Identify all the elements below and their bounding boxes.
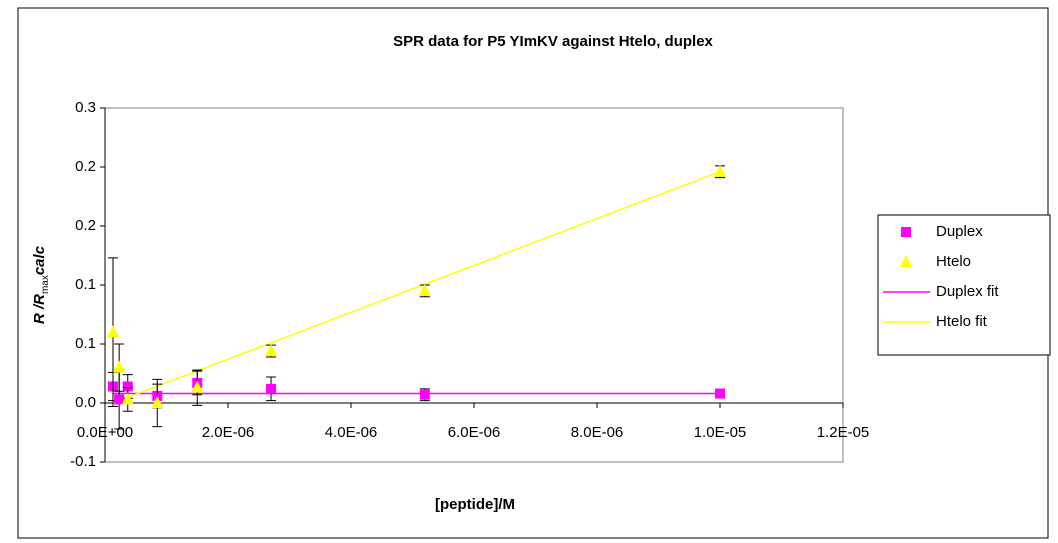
point — [419, 389, 430, 400]
point — [122, 381, 133, 392]
x-tick-label: 1.2E-05 — [817, 424, 870, 441]
y-axis-label-tail: calc — [31, 245, 48, 275]
y-tick-label: -0.1 — [70, 453, 96, 470]
point — [121, 392, 134, 405]
y-tick-label: 0.3 — [75, 99, 96, 116]
point — [114, 394, 125, 405]
legend-box — [877, 214, 1051, 356]
y-tick-label: 0.0 — [75, 394, 96, 411]
x-tick-label: 0.0E+00 — [77, 424, 133, 441]
legend-label: Htelo — [936, 253, 971, 270]
x-tick-label: 2.0E-06 — [202, 424, 255, 441]
point — [113, 360, 126, 373]
legend-label: Htelo fit — [936, 313, 988, 330]
legend-label: Duplex — [936, 223, 983, 240]
point — [106, 325, 119, 338]
chart-border — [17, 7, 1049, 539]
point — [714, 164, 726, 177]
y-tick-label: 0.2 — [75, 217, 96, 234]
legend-symbol — [901, 227, 911, 237]
x-tick-label: 4.0E-06 — [325, 424, 378, 441]
y-tick-label: 0.1 — [75, 335, 96, 352]
x-tick-label: 1.0E-05 — [694, 424, 747, 441]
legend-label: Duplex fit — [936, 283, 999, 300]
point — [715, 388, 725, 399]
point — [265, 344, 278, 357]
x-axis-label: [peptide]/M — [435, 496, 515, 513]
legend-symbol — [900, 255, 912, 267]
x-tick-label: 6.0E-06 — [448, 424, 501, 441]
y-axis-label-main: R /R — [31, 294, 48, 324]
y-tick-label: 0.2 — [75, 158, 96, 175]
fit-line — [112, 171, 721, 404]
chart-title: SPR data for P5 YImKV against Htelo, dup… — [393, 33, 713, 50]
point — [418, 283, 431, 296]
y-axis-label-sub: max — [40, 275, 51, 294]
y-axis-label: R /Rmaxcalc — [31, 245, 51, 324]
x-tick-label: 8.0E-06 — [571, 424, 624, 441]
point — [151, 396, 164, 408]
y-tick-label: 0.1 — [75, 276, 96, 293]
point — [191, 380, 204, 393]
point — [266, 383, 277, 394]
